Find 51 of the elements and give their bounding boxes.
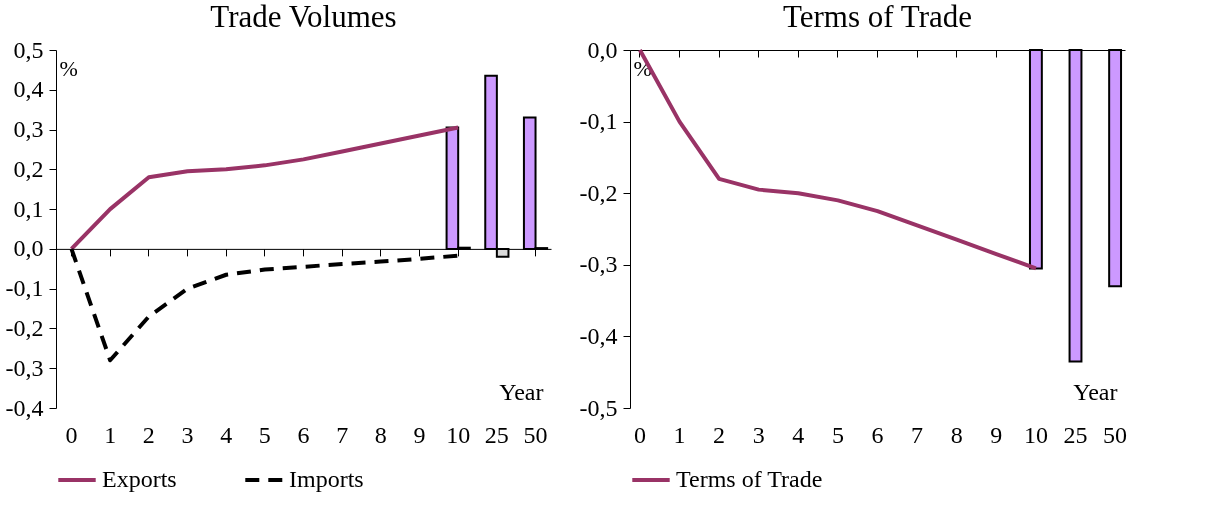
x-tick-label: 5 — [258, 421, 271, 448]
chart-title: Trade Volumes — [210, 0, 397, 34]
y-tick-label: -0,2 — [579, 179, 618, 206]
y-tick-label: -0,3 — [5, 354, 44, 381]
legend-label: Terms of Trade — [676, 466, 823, 492]
x-tick-label: 2 — [713, 421, 726, 448]
y-tick-label: -0,1 — [5, 275, 44, 302]
x-axis-title: Year — [1073, 378, 1118, 405]
x-tick-label: 9 — [990, 421, 1003, 448]
y-tick-label: 0,0 — [587, 36, 618, 63]
x-tick-label: 8 — [374, 421, 387, 448]
x-tick-label: 4 — [792, 421, 805, 448]
y-tick-label: -0,2 — [5, 314, 44, 341]
x-tick-label: 6 — [871, 421, 884, 448]
y-tick-label: 0,3 — [13, 116, 44, 143]
y-tick-label: 0,2 — [13, 155, 44, 182]
line-series — [69, 125, 461, 251]
y-tick-label: 0,0 — [13, 235, 44, 262]
legend-label: Imports — [289, 466, 364, 492]
x-tick-label: 25 — [484, 421, 509, 448]
x-tick-label: 7 — [911, 421, 924, 448]
x-tick-label: 2 — [142, 421, 155, 448]
legend-label: Exports — [102, 466, 177, 492]
y-tick-label: -0,5 — [579, 394, 618, 421]
x-tick-label: 10 — [1023, 421, 1048, 448]
x-tick-label: 6 — [297, 421, 310, 448]
y-tick-label: -0,1 — [579, 108, 618, 135]
y-tick-label: 0,5 — [13, 36, 44, 63]
x-tick-label: 1 — [673, 421, 686, 448]
y-tick-label: 0,4 — [13, 76, 44, 103]
x-axis-title: Year — [499, 378, 544, 405]
x-tick-label: 0 — [633, 421, 646, 448]
y-tick-label: 0,1 — [13, 195, 44, 222]
x-tick-label: 5 — [831, 421, 844, 448]
x-tick-label: 25 — [1063, 421, 1088, 448]
x-tick-label: 1 — [104, 421, 117, 448]
x-tick-label: 3 — [752, 421, 765, 448]
x-tick-label: 3 — [181, 421, 194, 448]
x-tick-label: 10 — [446, 421, 471, 448]
x-tick-label: 50 — [523, 421, 548, 448]
y-tick-label: -0,3 — [579, 251, 618, 278]
chart-title: Terms of Trade — [783, 0, 972, 34]
x-tick-label: 4 — [220, 421, 233, 448]
x-tick-label: 7 — [336, 421, 349, 448]
x-tick-label: 9 — [413, 421, 426, 448]
x-tick-label: 8 — [950, 421, 963, 448]
y-tick-label: -0,4 — [579, 322, 618, 349]
y-axis-title: % — [59, 55, 78, 81]
x-tick-label: 0 — [65, 421, 78, 448]
y-tick-label: -0,4 — [5, 394, 44, 421]
x-tick-label: 50 — [1103, 421, 1128, 448]
